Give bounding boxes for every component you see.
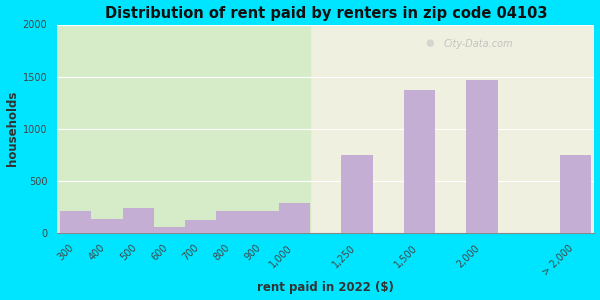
Bar: [57, 25, 310, 233]
Title: Distribution of rent paid by renters in zip code 04103: Distribution of rent paid by renters in …: [104, 6, 547, 21]
Bar: [341, 155, 373, 233]
Bar: [60, 211, 91, 233]
Y-axis label: households: households: [5, 91, 19, 166]
Text: ●: ●: [425, 38, 434, 48]
Bar: [466, 80, 497, 233]
Bar: [217, 211, 248, 233]
Bar: [154, 227, 185, 233]
Bar: [279, 203, 310, 233]
Bar: [91, 219, 122, 233]
Bar: [122, 208, 154, 233]
Bar: [248, 211, 279, 233]
Bar: [404, 90, 435, 233]
Text: City-Data.com: City-Data.com: [444, 39, 514, 49]
Bar: [185, 220, 217, 233]
X-axis label: rent paid in 2022 ($): rent paid in 2022 ($): [257, 281, 394, 294]
Bar: [560, 155, 592, 233]
